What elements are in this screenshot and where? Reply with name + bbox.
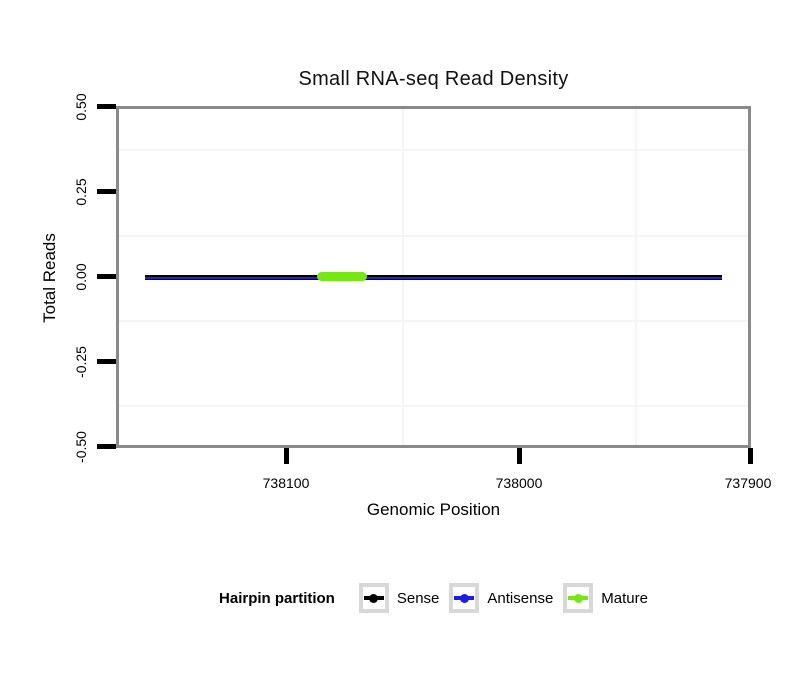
legend-key-antisense xyxy=(449,583,480,613)
y-axis-tick-label: -0.25 xyxy=(73,346,89,378)
x-axis-tick xyxy=(284,448,289,464)
antisense-point-icon xyxy=(459,593,469,603)
minor-gridline-horizontal xyxy=(119,235,748,237)
y-axis-tick-label: 0.25 xyxy=(73,178,89,206)
antisense-read-line xyxy=(145,276,722,279)
x-axis-tick-label: 738000 xyxy=(495,475,543,491)
x-axis-tick xyxy=(748,448,753,464)
minor-gridline-horizontal xyxy=(119,149,748,151)
x-axis-tick xyxy=(517,448,522,464)
y-axis-tick-label: 0.50 xyxy=(73,93,89,121)
y-axis-title: Total Reads xyxy=(40,233,59,323)
legend-item-sense: Sense xyxy=(358,583,440,613)
legend-item-mature: Mature xyxy=(563,583,648,613)
mature-mirna-segment xyxy=(317,272,367,281)
minor-gridline-horizontal xyxy=(119,320,748,322)
y-axis-tick xyxy=(97,444,116,449)
x-axis-tick-label: 738100 xyxy=(262,475,310,491)
legend-label-mature: Mature xyxy=(601,589,648,607)
minor-gridline-horizontal xyxy=(119,405,748,407)
y-axis-tick xyxy=(97,104,116,109)
x-axis-title: Genomic Position xyxy=(366,500,501,519)
legend-key-mature xyxy=(563,583,594,613)
x-axis-tick-label: 737900 xyxy=(724,475,772,491)
chart-title: Small RNA-seq Read Density xyxy=(298,68,569,90)
legend-item-antisense: Antisense xyxy=(449,583,553,613)
mature-point-icon xyxy=(573,593,583,603)
y-axis-tick xyxy=(97,359,116,364)
legend-label-antisense: Antisense xyxy=(487,589,554,607)
y-axis-tick-label: -0.50 xyxy=(73,431,89,463)
legend: Hairpin partition Sense Antisense Mature xyxy=(116,582,751,614)
sense-point-icon xyxy=(369,593,379,603)
legend-title: Hairpin partition xyxy=(219,589,335,607)
legend-label-sense: Sense xyxy=(396,589,440,607)
y-axis-tick xyxy=(97,274,116,279)
y-axis-tick-label: 0.00 xyxy=(73,263,89,291)
legend-key-sense xyxy=(358,583,389,613)
y-axis-tick xyxy=(97,189,116,194)
plot-panel xyxy=(116,106,751,448)
